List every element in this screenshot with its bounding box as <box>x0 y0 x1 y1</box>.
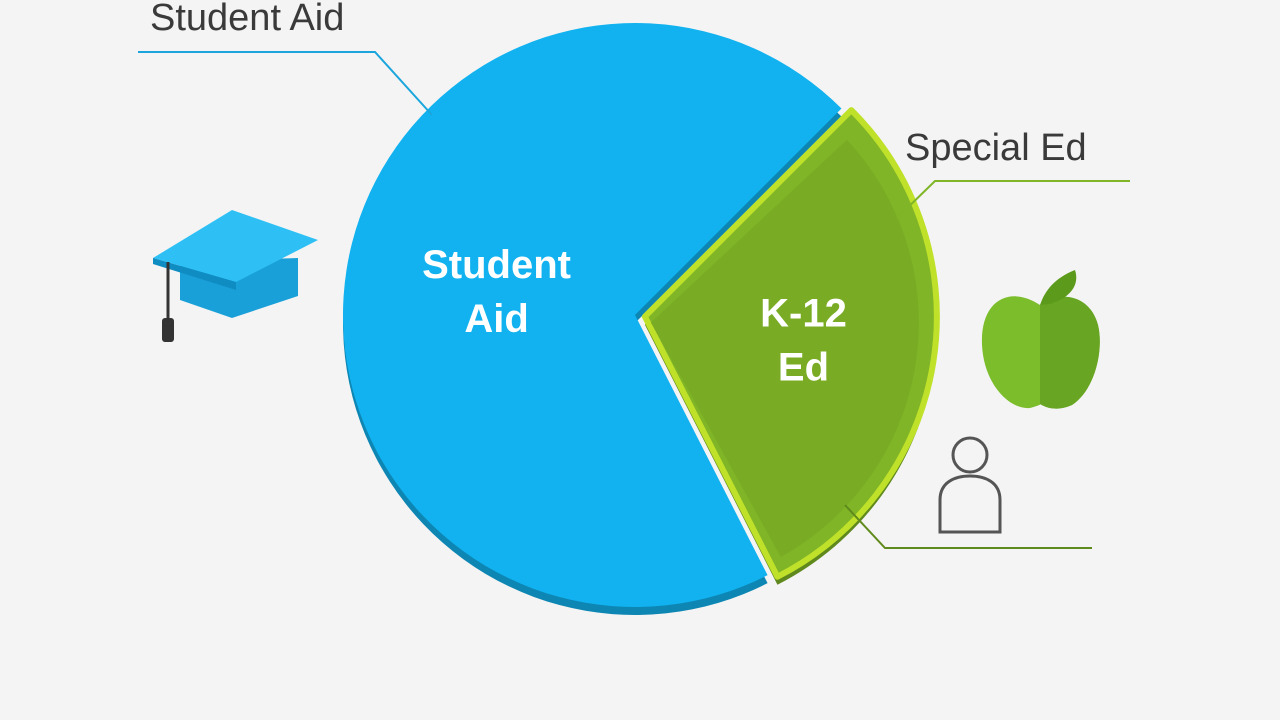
person-icon <box>938 436 1002 534</box>
callout-line <box>896 180 1130 219</box>
callout-line <box>844 504 1092 549</box>
slice <box>342 22 842 607</box>
callout-line <box>138 51 433 116</box>
graduation-cap-icon <box>153 210 318 342</box>
callout-label: Student Aid <box>150 0 344 39</box>
pie: Student Aid K-12 Ed <box>342 22 940 615</box>
slice-label: Student Aid <box>422 243 571 341</box>
apple-icon <box>981 270 1100 409</box>
callout-label: Special Ed <box>905 127 1087 169</box>
slice-face <box>650 139 919 557</box>
slice-label: K-12 Ed <box>760 292 847 390</box>
